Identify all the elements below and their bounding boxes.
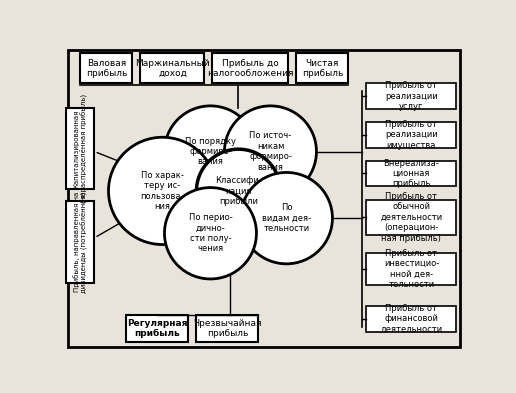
FancyBboxPatch shape <box>366 122 457 148</box>
Text: Классифи-
кация
прибыли: Классифи- кация прибыли <box>215 176 262 206</box>
Ellipse shape <box>165 187 256 279</box>
FancyBboxPatch shape <box>69 50 460 347</box>
FancyBboxPatch shape <box>126 315 188 342</box>
Ellipse shape <box>240 173 332 264</box>
Text: Прибыль до
налогообложения: Прибыль до налогообложения <box>207 59 294 78</box>
Text: Регулярная
прибыль: Регулярная прибыль <box>127 319 188 338</box>
Text: Прибыль от
инвестицио-
нной дея-
тельности: Прибыль от инвестицио- нной дея- тельнос… <box>384 249 439 289</box>
FancyBboxPatch shape <box>67 202 94 283</box>
FancyBboxPatch shape <box>197 315 259 342</box>
FancyBboxPatch shape <box>140 53 204 83</box>
Text: Капитализированная
(нераспределённая прибыль): Капитализированная (нераспределённая при… <box>73 94 88 203</box>
FancyBboxPatch shape <box>80 53 133 83</box>
Text: Валовая
прибыль: Валовая прибыль <box>86 59 127 78</box>
FancyBboxPatch shape <box>366 253 457 285</box>
Text: По перио-
дично-
сти полу-
чения: По перио- дично- сти полу- чения <box>188 213 232 253</box>
FancyBboxPatch shape <box>366 83 457 109</box>
FancyBboxPatch shape <box>366 200 457 235</box>
FancyBboxPatch shape <box>366 161 457 186</box>
Text: Внереализа-
ционная
прибыль: Внереализа- ционная прибыль <box>383 159 439 188</box>
Ellipse shape <box>197 149 281 233</box>
Text: Чистая
прибыль: Чистая прибыль <box>302 59 343 78</box>
Ellipse shape <box>224 106 316 197</box>
Text: Прибыль от
реализации
услуг: Прибыль от реализации услуг <box>385 81 438 111</box>
Text: По порядку
формиро-
вания: По порядку формиро- вания <box>185 137 236 167</box>
Text: Маржинальный
доход: Маржинальный доход <box>135 59 210 78</box>
Text: По харак-
теру ис-
пользова-
ния: По харак- теру ис- пользова- ния <box>141 171 184 211</box>
FancyBboxPatch shape <box>67 108 94 189</box>
Ellipse shape <box>165 106 256 197</box>
FancyBboxPatch shape <box>213 53 288 83</box>
Text: По источ-
никам
формиро-
вания: По источ- никам формиро- вания <box>249 132 292 172</box>
Text: Прибыль от
реализации
имущества: Прибыль от реализации имущества <box>385 120 438 150</box>
FancyBboxPatch shape <box>296 53 348 83</box>
Text: Прибыль, направленная на
дивиденды (потреблённая): Прибыль, направленная на дивиденды (потр… <box>73 192 88 293</box>
Text: Прибыль от
финансовой
деятельности: Прибыль от финансовой деятельности <box>380 304 443 334</box>
Text: По
видам дея-
тельности: По видам дея- тельности <box>262 203 311 233</box>
Text: Прибыль от
обычной
деятельности
(операцион-
ная прибыль): Прибыль от обычной деятельности (операци… <box>380 192 443 243</box>
Text: Чрезвычайная
прибыль: Чрезвычайная прибыль <box>193 319 262 338</box>
Ellipse shape <box>108 137 217 244</box>
FancyBboxPatch shape <box>366 306 457 332</box>
